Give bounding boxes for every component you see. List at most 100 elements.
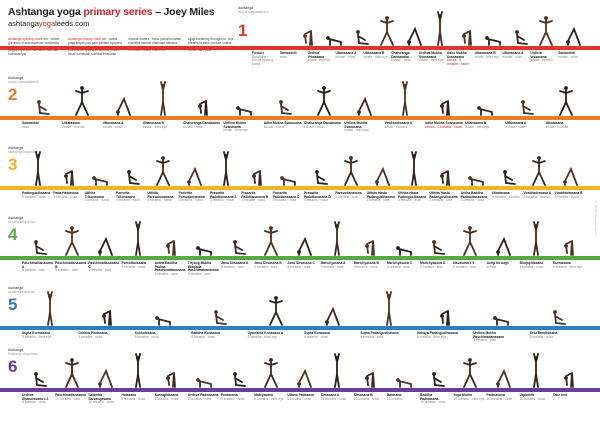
pose-figure-16 bbox=[533, 221, 540, 256]
title-main: Ashtanga yoga bbox=[8, 6, 81, 18]
pose-name: Urdhva Dhanurasana x 3 bbox=[22, 393, 49, 401]
pose-name: Uttana Padasana bbox=[287, 393, 314, 397]
section-number: 1 bbox=[238, 21, 248, 40]
pose-name: Chaturanga Dandasana bbox=[391, 51, 410, 59]
pose-figure-12 bbox=[395, 246, 412, 256]
pose-label: Chaturanga Dandasana exhale · nose bbox=[183, 121, 221, 129]
pose-name: Sirsasana A bbox=[320, 393, 340, 397]
pose-name: Ardha Baddha Padma Paschimattanasana bbox=[154, 261, 186, 273]
pose-name: Utkatasana bbox=[62, 121, 80, 125]
pose-figure-15 bbox=[496, 368, 511, 388]
pose-breathing: 8 breaths · nose bbox=[187, 396, 212, 401]
pose-figures-row bbox=[22, 148, 586, 186]
pose-breathing: 5 breaths · toes bbox=[473, 338, 497, 343]
pose-name: Supta Konasana bbox=[304, 331, 330, 335]
pose-label: Utthita Hasta Padangusthasana 5 breaths ·… bbox=[398, 191, 427, 203]
pose-label: Parivrtta Parsvakonasana 5 breaths · hand bbox=[179, 191, 208, 203]
pose-figure-8 bbox=[440, 310, 450, 326]
pose-name: Urdhva Vrksasana bbox=[307, 51, 324, 59]
pose-breathing: 25 breaths · nose bbox=[320, 396, 347, 401]
pose-name: Paschimattanasana C bbox=[88, 261, 120, 269]
pose-breathing: exhale · nose bbox=[558, 54, 578, 59]
pose-label: Jump through exhale bbox=[486, 261, 517, 269]
pose-figure-5 bbox=[268, 296, 283, 326]
pose-label: Utpluthih 10 breaths · nose bbox=[520, 393, 551, 401]
pose-label: Salamba Sarvangasana 10 breaths · nose bbox=[88, 393, 119, 405]
pose-name: Setu Bandhasana bbox=[529, 331, 558, 335]
pose-figure-8 bbox=[461, 30, 472, 46]
pose-breathing: inhale · thumbs bbox=[530, 58, 553, 63]
pose-figure-7 bbox=[385, 291, 392, 326]
pose-name: Upavishta Konasana A bbox=[247, 331, 284, 335]
section-6: Ashtanga finishing sequence 6 Urdhva Dhanur… bbox=[0, 348, 600, 406]
pose-breathing: inhale · third eye bbox=[474, 54, 500, 59]
pose-breathing: inhale · third eye bbox=[465, 124, 490, 129]
pose-figure-6 bbox=[187, 166, 203, 186]
pose-figure-3 bbox=[326, 36, 343, 46]
pose-name: Parsvottanasana bbox=[335, 191, 362, 195]
pose-name: Baddha Konasana bbox=[191, 331, 220, 335]
pose-breathing: 5 breaths · nose bbox=[304, 198, 328, 203]
pose-breathing: exhale · nose bbox=[505, 124, 526, 129]
pose-label: Supta Kurmasana 5 breaths · third eye bbox=[22, 331, 76, 339]
pose-name: Uttanasana A bbox=[505, 121, 527, 125]
pose-figure-13 bbox=[431, 372, 445, 387]
pose-figure-15 bbox=[468, 176, 485, 186]
pose-figure-2 bbox=[302, 30, 313, 46]
pose-name: Virabhadrasana A bbox=[523, 191, 552, 195]
section-color-band bbox=[0, 256, 600, 260]
pose-name: Urdhva Mukha Svanasana bbox=[223, 121, 247, 129]
pose-label: Pindasana 8 breaths · nose bbox=[221, 393, 252, 401]
pose-label: Purvottanasana 5 breaths · nose bbox=[121, 261, 153, 269]
pose-figure-17 bbox=[532, 156, 546, 186]
pose-breathing: exhale · 5 breaths · navel bbox=[424, 124, 463, 129]
section-sublabel: seated sequence bbox=[8, 220, 36, 224]
pose-figure-12 bbox=[565, 26, 581, 46]
pose-label: Urdhva Mukha Svanasana inhale · third eye bbox=[419, 51, 445, 63]
pose-name: Uttanasana B bbox=[474, 51, 496, 55]
pose-name: Utthita Trikonasana bbox=[84, 191, 104, 199]
pose-figure-1 bbox=[33, 372, 47, 387]
pose-figure-10 bbox=[314, 170, 328, 185]
pose-name: Karnapidasana bbox=[154, 393, 179, 397]
pose-figure-2 bbox=[101, 310, 112, 326]
pose-label: Setu Bandhasana 5 breaths · nose bbox=[529, 331, 584, 339]
pose-name: Chaturanga Dandasana bbox=[304, 121, 341, 125]
pose-name: Urdhva Mukha Svanasana bbox=[344, 121, 367, 129]
pose-breathing: exhale · nose bbox=[391, 58, 411, 63]
pose-breathing: 10 breaths · nose bbox=[486, 396, 513, 401]
pose-name: Samasthiti bbox=[279, 51, 297, 55]
section-2: Ashtanga surya namaskara B 2 Samasthiti nose… bbox=[0, 76, 600, 134]
pose-label: Matsyasana 8 breaths · third eye bbox=[254, 393, 285, 401]
pose-breathing: exhale · nose bbox=[502, 54, 523, 59]
website-link[interactable]: ashtangayogaleeds.com bbox=[8, 19, 238, 28]
poster-header: Ashtanga yoga primary series – Joey Mile… bbox=[8, 6, 238, 28]
pose-name: Tiryang Mukha Ekapada Paschimattanasana bbox=[187, 261, 219, 273]
pose-breathing: inhale · third eye bbox=[363, 54, 388, 59]
pose-breathing: 10 breaths · toes bbox=[55, 396, 80, 401]
pose-breathing: inhale · third eye bbox=[142, 124, 168, 129]
website-part-c: leeds.com bbox=[55, 19, 90, 28]
pose-figure-6 bbox=[325, 306, 341, 326]
pose-label: Ardha Baddha Padma Paschimattanasana 5 br… bbox=[154, 261, 186, 277]
pose-name: Utthita Hasta Padangusthasana bbox=[429, 191, 458, 199]
pose-breathing: 8 breaths · third eye bbox=[254, 396, 284, 401]
pose-name: Marichyasana C bbox=[386, 261, 413, 265]
pose-figure-9 bbox=[280, 176, 297, 186]
pose-figure-7 bbox=[222, 151, 229, 186]
pose-figure-7 bbox=[437, 11, 444, 46]
pose-label: Utkatasana 5 breaths · thumbs bbox=[492, 191, 521, 199]
pose-breathing: 5 breaths · nose bbox=[191, 334, 216, 339]
pose-name: Samasthiti bbox=[22, 121, 39, 125]
pose-figure-13 bbox=[431, 240, 445, 255]
pose-name: Purvottanasana bbox=[121, 261, 147, 265]
pose-breathing: exhale bbox=[486, 264, 497, 269]
section-label: Ashtanga finishing sequence bbox=[8, 348, 38, 356]
pose-figure-17 bbox=[564, 240, 575, 256]
pose-name: Uttanasana B bbox=[363, 51, 385, 55]
